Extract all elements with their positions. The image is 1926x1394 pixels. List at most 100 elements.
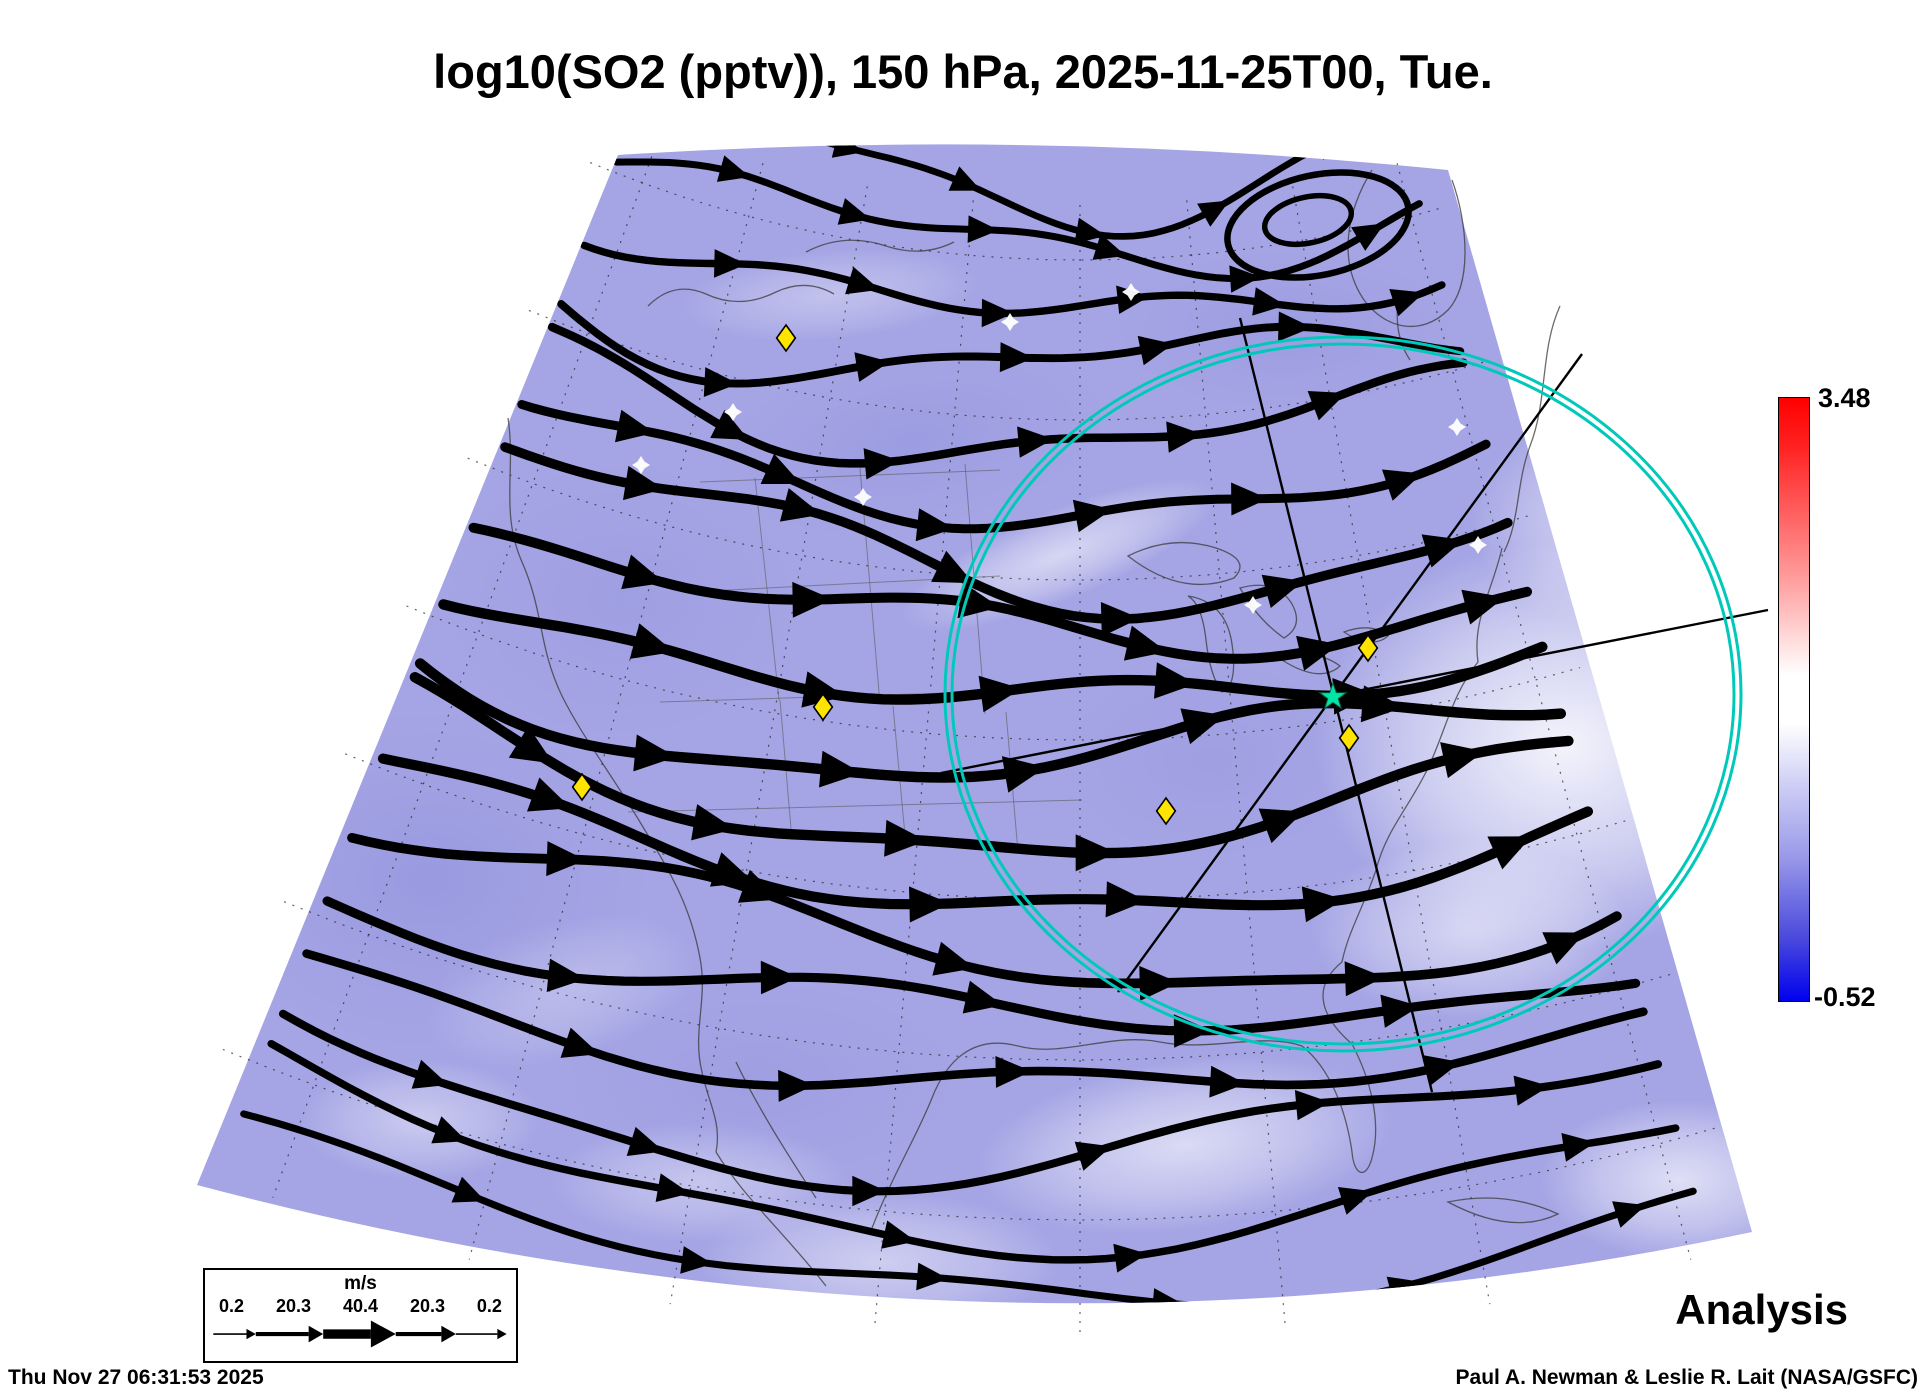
flow-arrowhead <box>703 367 738 397</box>
flow-arrowhead <box>1001 756 1046 793</box>
flow-arrowhead <box>1542 932 1586 965</box>
flow-arrowhead <box>633 734 677 772</box>
flow-arrowhead <box>1092 233 1126 260</box>
flow-arrowhead <box>931 550 974 584</box>
flow-arrowhead <box>909 886 950 923</box>
flow-arrowhead <box>623 465 664 501</box>
dark-shading-patch <box>440 460 800 740</box>
flow-arrowhead <box>1261 574 1304 608</box>
flow-arrowhead <box>691 804 735 841</box>
flow-arrowhead <box>852 1175 887 1207</box>
wind-units-label: m/s <box>344 1273 377 1294</box>
dark-shading-patch <box>560 980 960 1180</box>
wind-tick: 40.4 <box>342 1296 378 1316</box>
city-star-marker <box>724 403 742 421</box>
flow-arrowhead <box>863 448 901 480</box>
colorbar-min-label: -0.52 <box>1814 982 1876 1012</box>
flow-arrowhead <box>1166 421 1203 453</box>
city-star-marker <box>632 456 650 474</box>
site-marker-diamond <box>571 772 593 802</box>
trajectory-line <box>1117 353 1583 993</box>
flow-arrowhead <box>716 155 751 182</box>
flow-arrowhead <box>1344 961 1385 997</box>
site-marker-diamond <box>775 323 797 353</box>
flow-arrowhead <box>431 1116 467 1144</box>
coastline <box>1503 305 1561 553</box>
wind-speed-legend: m/s 0.2 20.3 40.4 20.3 0.2 <box>203 1268 518 1363</box>
flow-arrowhead <box>1258 808 1304 844</box>
graticule-parallel <box>406 605 1581 741</box>
flow-arrowhead <box>948 166 982 191</box>
city-star-marker <box>1001 313 1019 331</box>
state-border <box>754 477 780 701</box>
flow-arrowhead <box>1422 1055 1461 1087</box>
flow-arrowhead <box>884 819 927 857</box>
flow-arrowhead <box>527 777 572 812</box>
flow-arrowhead <box>1252 287 1286 316</box>
wind-streamlines <box>240 144 1697 1304</box>
city-star-marker <box>1448 418 1466 436</box>
flow-arrowhead <box>978 675 1022 713</box>
city-star-marker <box>1469 536 1487 554</box>
credit-label: Paul A. Newman & Leslie R. Lait (NASA/GS… <box>1455 1366 1918 1389</box>
coastline <box>1187 595 1235 693</box>
flow-arrowhead <box>1278 311 1312 342</box>
flow-arrowhead <box>1296 635 1340 671</box>
flow-arrowhead <box>1351 223 1385 251</box>
streamline <box>278 1009 1663 1196</box>
flow-arrowhead <box>1313 144 1346 160</box>
flow-arrowhead <box>1487 836 1532 870</box>
flow-arrowhead <box>819 750 862 788</box>
streamline-vortex <box>1261 192 1355 248</box>
flow-arrowhead <box>1231 482 1269 516</box>
wind-tick: 20.3 <box>409 1296 445 1316</box>
flow-arrowhead <box>1151 1288 1184 1304</box>
analysis-label: Analysis <box>1675 1286 1848 1333</box>
flow-arrowhead <box>655 1173 691 1202</box>
flow-arrowhead <box>932 941 975 976</box>
state-border <box>699 469 1001 483</box>
range-circle-outer <box>943 335 1743 1053</box>
flow-arrowhead <box>680 1246 713 1274</box>
flow-arrowhead <box>1461 589 1505 625</box>
flow-arrowhead <box>1180 708 1226 745</box>
flow-arrowhead <box>1360 685 1404 723</box>
flow-arrowhead <box>999 342 1034 373</box>
flow-arrowhead <box>629 623 675 659</box>
flow-arrowhead <box>738 869 781 903</box>
flow-arrowhead <box>837 198 871 225</box>
colorbar <box>1778 397 1810 1002</box>
flow-arrowhead <box>915 508 955 542</box>
flow-arrowhead <box>1307 391 1347 421</box>
flow-arrowhead <box>1017 426 1054 458</box>
coastline <box>805 239 955 253</box>
wind-scale-arrows <box>213 1320 507 1348</box>
flow-arrowhead <box>1075 834 1117 872</box>
wind-tick: 0.2 <box>476 1296 502 1316</box>
streamline <box>653 144 1400 240</box>
flow-arrowhead <box>792 581 833 618</box>
flow-arrowhead <box>845 266 880 295</box>
coastline <box>1347 169 1466 328</box>
graticule-parallel <box>467 457 1535 581</box>
flow-arrowhead <box>779 488 822 522</box>
site-marker-diamond <box>1357 633 1379 663</box>
flow-arrowhead <box>621 554 665 590</box>
flow-arrowhead <box>1337 1187 1374 1215</box>
site-marker-diamond <box>1338 723 1360 753</box>
flow-arrowhead <box>881 1220 916 1249</box>
flow-arrowhead <box>1173 1014 1212 1048</box>
flow-arrowhead <box>508 726 554 764</box>
flow-arrowhead <box>854 352 890 382</box>
flow-arrowhead <box>560 1027 600 1058</box>
colorbar-max-label: 3.48 <box>1818 383 1871 413</box>
graticule-parallel <box>589 162 1444 261</box>
flow-arrowhead <box>714 249 747 278</box>
site-marker-diamond <box>1155 796 1177 826</box>
flow-arrowhead <box>710 409 749 440</box>
flow-arrowhead <box>1389 289 1425 317</box>
flow-arrowhead <box>1074 217 1106 244</box>
coastline <box>1446 1197 1560 1224</box>
flow-arrowhead <box>760 453 802 484</box>
